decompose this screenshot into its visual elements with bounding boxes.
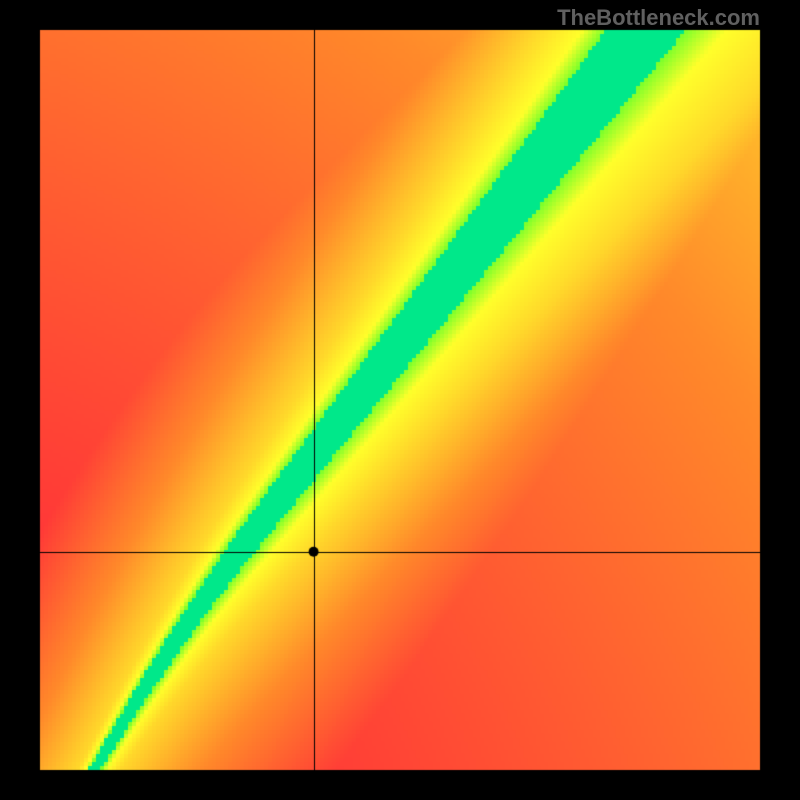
watermark-text: TheBottleneck.com [557, 5, 760, 31]
bottleneck-heatmap [0, 0, 800, 800]
